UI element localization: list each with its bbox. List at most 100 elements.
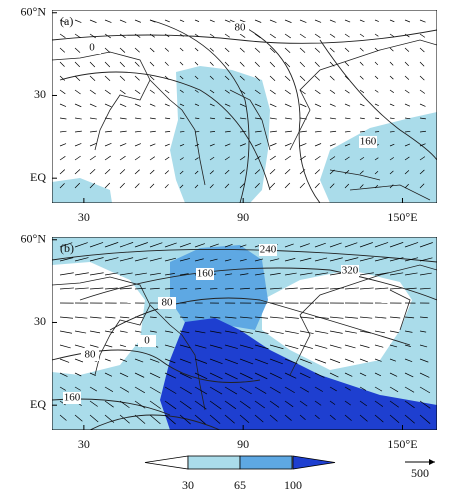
- wind-vector: [89, 287, 104, 290]
- wind-vector: [224, 156, 230, 161]
- wind-vector: [134, 130, 142, 133]
- wind-vector: [119, 242, 134, 248]
- wind-vector: [269, 372, 282, 379]
- wind-vector: [314, 75, 321, 81]
- wind-vector: [104, 61, 111, 68]
- wind-vector: [269, 400, 280, 408]
- wind-vector: [239, 117, 247, 120]
- wind-vector: [344, 400, 351, 406]
- wind-vector: [389, 103, 395, 107]
- wind-vector: [149, 89, 155, 94]
- wind-vector: [179, 89, 184, 93]
- wind-vector: [344, 75, 350, 81]
- wind-vector: [179, 33, 184, 37]
- wind-vector: [74, 414, 83, 422]
- wind-vector: [374, 157, 379, 161]
- wind-vector: [224, 19, 231, 23]
- wind-vector: [404, 33, 410, 38]
- wind-vector: [329, 183, 335, 189]
- wind-vector: [314, 400, 322, 406]
- wind-vector: [104, 372, 113, 377]
- wind-vector: [59, 287, 74, 290]
- x-tick-label: 150°E: [387, 210, 417, 224]
- wind-vector: [419, 330, 427, 333]
- wind-vector: [59, 344, 71, 349]
- colorbar-label: 30: [182, 478, 194, 492]
- wind-vector: [419, 414, 431, 424]
- wind-vector: [59, 169, 66, 175]
- wind-vector: [119, 372, 129, 378]
- wind-vector: [209, 143, 215, 147]
- wind-vector: [224, 103, 231, 107]
- wind-vector: [119, 330, 128, 333]
- wind-vector: [104, 344, 113, 348]
- wind-vector: [149, 400, 161, 409]
- wind-vector: [194, 414, 206, 425]
- wind-vector: [284, 386, 295, 394]
- wind-vector: [269, 386, 281, 394]
- wind-vector: [314, 33, 321, 39]
- wind-vector: [74, 330, 87, 334]
- wind-vector: [89, 272, 104, 276]
- wind-vector: [359, 61, 364, 66]
- wind-vector: [89, 33, 96, 39]
- wind-vector: [344, 117, 351, 120]
- wind-vector: [224, 183, 230, 189]
- wind-vector: [149, 316, 157, 319]
- wind-vector: [254, 316, 269, 319]
- wind-vector: [224, 414, 235, 424]
- contour-label-bg: [341, 265, 359, 277]
- wind-vector: [224, 400, 237, 410]
- wind-vector: [179, 143, 185, 147]
- wind-vector: [149, 19, 156, 23]
- wind-vector: [254, 169, 261, 175]
- wind-vector: [374, 61, 379, 66]
- wind-vector: [404, 103, 411, 107]
- wind-vector: [149, 33, 155, 38]
- wind-vector: [389, 47, 394, 52]
- wind-vector: [59, 386, 66, 391]
- wind-vector: [149, 103, 156, 107]
- wind-vector: [299, 130, 307, 133]
- wind-vector: [269, 414, 278, 422]
- wind-vector: [284, 344, 299, 350]
- wind-vector: [389, 143, 395, 147]
- wind-vector: [239, 183, 245, 189]
- wind-vector: [359, 33, 365, 38]
- wind-vector: [269, 316, 284, 319]
- wind-vector: [74, 386, 81, 391]
- wind-vector: [344, 330, 357, 334]
- wind-vector: [344, 287, 359, 290]
- wind-vector: [149, 330, 157, 333]
- wind-vector: [59, 19, 67, 23]
- wind-vector: [164, 117, 171, 120]
- wind-vector: [119, 344, 127, 347]
- wind-vector: [179, 288, 188, 290]
- wind-vector: [359, 103, 365, 107]
- wind-vector: [74, 103, 82, 108]
- wind-vector: [239, 169, 245, 175]
- wind-vector: [329, 257, 343, 262]
- wind-vector: [314, 103, 322, 107]
- wind-vector: [374, 47, 379, 52]
- wind-vector: [329, 242, 342, 248]
- wind-vector: [149, 156, 155, 161]
- reference-label: 500: [411, 466, 429, 480]
- wind-vector: [419, 287, 431, 290]
- wind-vector: [404, 89, 410, 94]
- wind-vector: [329, 117, 337, 120]
- shading: [170, 66, 270, 203]
- wind-vector: [164, 330, 174, 333]
- shading: [52, 178, 112, 203]
- wind-vector: [59, 103, 67, 107]
- wind-vector: [314, 372, 325, 378]
- wind-vector: [254, 358, 269, 365]
- wind-vector: [329, 75, 335, 81]
- wind-vector: [59, 183, 65, 189]
- wind-vector: [374, 386, 383, 392]
- wind-vector: [299, 287, 314, 290]
- y-tick-label: 30: [34, 314, 46, 328]
- wind-vector: [314, 61, 320, 67]
- wind-vector: [284, 143, 292, 147]
- wind-vector: [134, 287, 146, 290]
